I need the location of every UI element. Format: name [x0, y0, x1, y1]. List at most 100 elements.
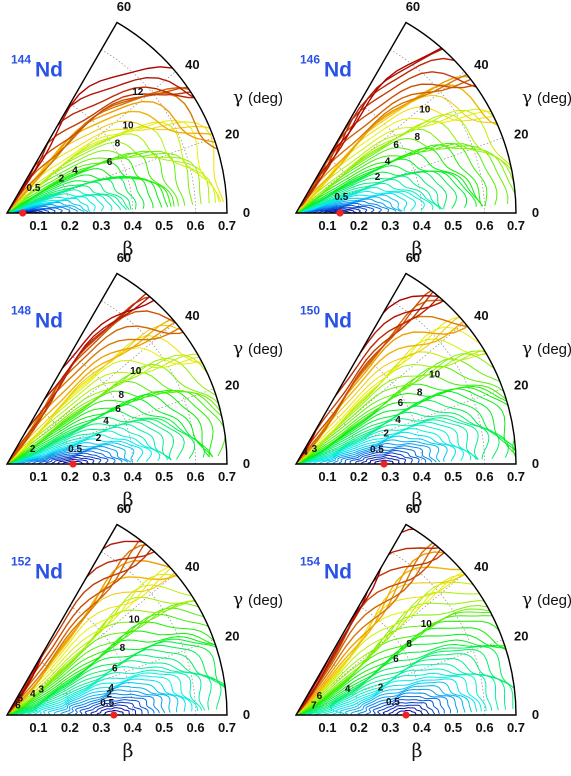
contour-line — [311, 431, 457, 464]
gamma-tick-label: 60 — [406, 250, 420, 265]
beta-tick-label: 0.2 — [61, 469, 79, 484]
grid-ray — [7, 639, 214, 715]
contour-line — [299, 600, 516, 713]
contour-line — [339, 681, 472, 715]
contour-label: 8 — [119, 390, 125, 401]
contour-line — [299, 158, 477, 212]
contour-line — [11, 600, 227, 713]
gamma-tick-label: 20 — [514, 126, 528, 141]
beta-tick-label: 0.4 — [413, 218, 432, 233]
contour-label: 10 — [130, 366, 142, 377]
panel-150Nd: 0.1 0.2 0.3 0.4 0.5 0.6 0.7 0 20 40 60 β γ (deg) 150 Nd… — [294, 250, 571, 511]
contour-line — [298, 405, 500, 464]
x-axis-label: β — [412, 238, 423, 260]
contour-line — [67, 693, 160, 715]
gamma-tick-label: 20 — [225, 126, 239, 141]
contour-line — [298, 653, 514, 715]
contour-line — [335, 678, 478, 715]
beta-tick-label: 0.1 — [318, 720, 336, 735]
minimum-point — [19, 209, 27, 217]
beta-tick-label: 0.1 — [318, 469, 336, 484]
panel-148Nd: 0.1 0.2 0.3 0.4 0.5 0.6 0.7 0 20 40 60 β γ (deg) 148 Nd… — [5, 250, 283, 511]
contour-line — [373, 459, 395, 464]
gamma-tick-label: 0 — [532, 456, 539, 471]
gamma-tick-label: 40 — [185, 308, 199, 323]
beta-tick-label: 0.2 — [350, 720, 368, 735]
contour-line — [318, 208, 363, 213]
contour-label: 2 — [383, 428, 389, 439]
sector-frame — [294, 272, 517, 465]
contour-label: 0.5 — [100, 698, 114, 709]
contour-line — [16, 444, 132, 464]
contour-line — [338, 445, 433, 464]
contour-line — [11, 597, 227, 712]
contour-line — [297, 273, 516, 462]
beta-tick-label: 0.7 — [218, 720, 236, 735]
beta-tick-label: 0.7 — [218, 218, 236, 233]
beta-tick-label: 0.5 — [444, 720, 462, 735]
beta-tick-label: 0.3 — [92, 469, 110, 484]
grid-ray — [296, 388, 503, 464]
beta-tick-label: 0.2 — [350, 218, 368, 233]
beta-tick-label: 0.6 — [476, 218, 494, 233]
gamma-tick-label: 40 — [185, 57, 199, 72]
contour-line — [319, 435, 448, 464]
beta-tick-label: 0.4 — [124, 720, 143, 735]
contour-label: 5 — [18, 694, 24, 705]
contour-field — [296, 273, 516, 464]
nucleus-symbol: Nd — [324, 561, 352, 584]
contour-line — [11, 573, 227, 711]
beta-tick-label: 0.5 — [155, 469, 173, 484]
contour-line — [44, 454, 102, 464]
contour-line — [300, 658, 507, 715]
contour-label: 4 — [72, 166, 78, 177]
contour-label: 0.5 — [386, 697, 400, 708]
gamma-tick-label: 60 — [117, 0, 131, 14]
beta-tick-label: 0.7 — [507, 218, 525, 233]
y-axis-label: γ — [522, 339, 532, 359]
contour-line — [299, 608, 516, 714]
beta-tick-label: 0.6 — [476, 720, 494, 735]
beta-tick-label: 0.6 — [187, 469, 205, 484]
contour-line — [47, 681, 179, 715]
contour-line — [9, 398, 213, 464]
nucleus-mass: 150 — [300, 303, 320, 317]
contour-label: 0.5 — [27, 183, 41, 194]
gamma-tick-label: 0 — [532, 205, 539, 220]
contour-line — [301, 70, 516, 206]
gamma-tick-label: 20 — [225, 628, 239, 643]
contour-line — [33, 672, 199, 715]
contour-line — [7, 66, 227, 212]
contour-line — [12, 324, 227, 458]
contour-line — [84, 701, 143, 715]
contour-line — [296, 648, 516, 715]
beta-tick-label: 0.2 — [61, 218, 79, 233]
sector-frame — [294, 523, 517, 716]
contour-line — [300, 611, 516, 714]
contour-label: 6 — [112, 663, 118, 674]
contour-line — [388, 707, 423, 715]
contour-line — [7, 335, 227, 464]
x-axis-label: β — [412, 740, 423, 762]
minimum-point — [110, 711, 118, 719]
contour-label: 8 — [120, 643, 126, 654]
contour-line — [14, 543, 227, 706]
contour-line — [42, 678, 186, 715]
nucleus-symbol: Nd — [35, 561, 63, 584]
contour-line — [299, 70, 516, 208]
minimum-point — [69, 460, 77, 468]
contour-line — [10, 120, 227, 210]
contour-line — [60, 689, 166, 715]
contour-line — [9, 175, 145, 212]
grid-arc — [390, 300, 485, 464]
contour-line — [297, 326, 516, 463]
contour-line — [377, 701, 435, 715]
contour-line — [298, 57, 516, 209]
contour-line — [326, 439, 441, 464]
contour-line — [367, 457, 400, 464]
contour-line — [300, 147, 484, 210]
panel-152Nd: 0.1 0.2 0.3 0.4 0.5 0.6 0.7 0 20 40 60 β γ (deg) 152 Nd… — [5, 501, 283, 762]
contour-line — [79, 699, 149, 715]
contour-label: 10 — [419, 104, 431, 115]
grid-arc — [101, 551, 196, 715]
